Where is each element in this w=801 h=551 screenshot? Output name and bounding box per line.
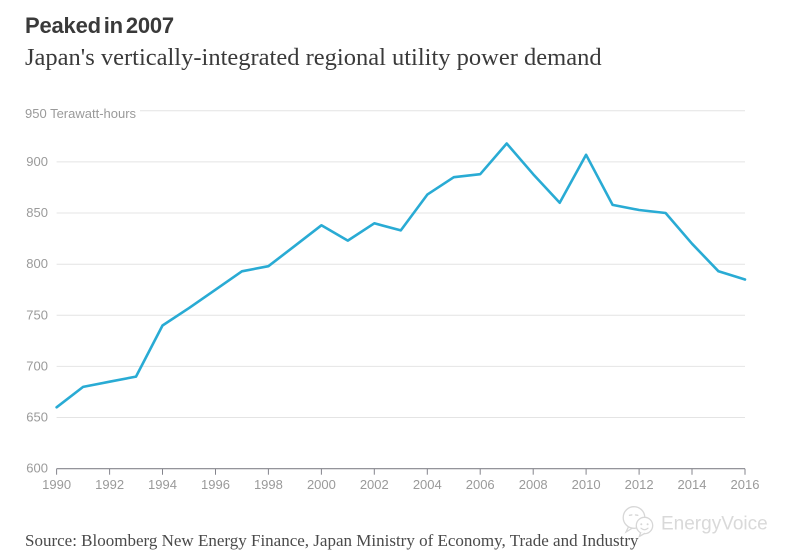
svg-text:1998: 1998 — [254, 477, 283, 492]
svg-text:2006: 2006 — [466, 477, 495, 492]
svg-text:900: 900 — [26, 154, 48, 169]
svg-text:2016: 2016 — [731, 477, 760, 492]
svg-text:2008: 2008 — [519, 477, 548, 492]
svg-text:2004: 2004 — [413, 477, 442, 492]
svg-text:850: 850 — [26, 205, 48, 220]
svg-text:1990: 1990 — [42, 477, 71, 492]
svg-text:650: 650 — [26, 410, 48, 425]
svg-text:700: 700 — [26, 358, 48, 373]
svg-text:800: 800 — [26, 256, 48, 271]
svg-text:2010: 2010 — [572, 477, 601, 492]
svg-text:1994: 1994 — [148, 477, 177, 492]
svg-text:750: 750 — [26, 307, 48, 322]
svg-text:1996: 1996 — [201, 477, 230, 492]
svg-text:600: 600 — [26, 461, 48, 476]
svg-text:2014: 2014 — [678, 477, 707, 492]
svg-text:2012: 2012 — [625, 477, 654, 492]
svg-text:1992: 1992 — [95, 477, 124, 492]
svg-text:2000: 2000 — [307, 477, 336, 492]
svg-text:EnergyVoice: EnergyVoice — [661, 514, 768, 535]
svg-text:2002: 2002 — [360, 477, 389, 492]
